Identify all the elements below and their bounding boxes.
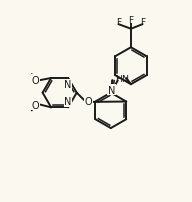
Text: O: O (84, 97, 92, 107)
Text: N: N (65, 97, 72, 107)
Text: O: O (84, 97, 92, 107)
Text: O: O (32, 100, 39, 110)
Text: F: F (116, 18, 121, 27)
Text: F: F (128, 16, 133, 25)
Text: N: N (108, 85, 115, 95)
Text: N: N (65, 80, 72, 90)
Text: N: N (108, 85, 115, 95)
Text: O: O (32, 75, 39, 85)
Text: F: F (140, 18, 145, 27)
Text: HN: HN (115, 75, 129, 84)
